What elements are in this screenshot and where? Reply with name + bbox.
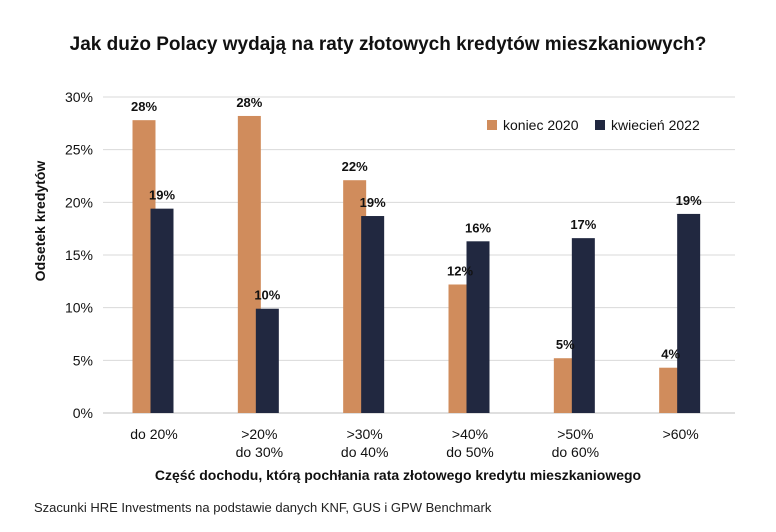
bars: [132, 115, 701, 414]
x-tick-label: do 60%: [552, 444, 599, 460]
data-label: 4%: [661, 347, 680, 362]
x-tick-label: do 40%: [341, 444, 388, 460]
y-tick-label: 25%: [65, 142, 93, 158]
y-axis-title: Odsetek kredytów: [32, 160, 48, 282]
x-tick-label: do 30%: [236, 444, 283, 460]
bar-2022: [255, 308, 279, 413]
legend-swatch-2020: [487, 120, 497, 130]
legend-label-2020: koniec 2020: [503, 117, 579, 133]
data-labels: 28% 28% 22% 12% 5% 4% 19% 10% 19% 16% 17% 19%: [131, 95, 702, 362]
x-tick-label: >20%: [241, 426, 277, 442]
bar-2020: [237, 115, 261, 414]
x-tick-label: >60%: [663, 426, 699, 442]
data-label: 17%: [570, 217, 596, 232]
gridlines: [103, 96, 735, 414]
bar-2020: [553, 358, 577, 413]
y-tick-label: 10%: [65, 300, 93, 316]
x-tick-label: >30%: [347, 426, 383, 442]
y-axis-ticks: 0% 5% 10% 15% 20% 25% 30%: [65, 89, 93, 421]
data-label: 22%: [342, 159, 368, 174]
chart-title: Jak dużo Polacy wydają na raty złotowych…: [69, 34, 707, 55]
bar-2022: [150, 208, 174, 413]
bar-2020: [132, 120, 156, 413]
x-tick-label: >40%: [452, 426, 488, 442]
data-label: 16%: [465, 220, 491, 235]
data-label: 28%: [131, 99, 157, 114]
y-tick-label: 0%: [73, 405, 93, 421]
data-label: 12%: [447, 263, 473, 278]
data-label: 28%: [236, 95, 262, 110]
x-tick-label: do 20%: [130, 426, 177, 442]
bar-2020: [343, 180, 367, 413]
x-tick-label: >50%: [557, 426, 593, 442]
x-axis-title: Część dochodu, którą pochłania rata złot…: [154, 467, 642, 483]
data-label: 19%: [676, 193, 702, 208]
bar-2022: [466, 241, 490, 413]
x-tick-label: do 50%: [446, 444, 493, 460]
bar-2022: [361, 216, 385, 413]
data-label: 10%: [254, 288, 280, 303]
y-tick-label: 30%: [65, 89, 93, 105]
data-label: 19%: [149, 188, 175, 203]
y-tick-label: 5%: [73, 352, 93, 368]
legend-item-2022: kwiecień 2022: [595, 117, 700, 133]
legend-item-2020: koniec 2020: [487, 117, 579, 133]
bar-2022: [571, 238, 595, 413]
bar-2020: [448, 284, 472, 413]
source-note: Szacunki HRE Investments na podstawie da…: [34, 500, 492, 515]
y-tick-label: 20%: [65, 194, 93, 210]
bar-2020: [659, 367, 683, 413]
legend-label-2022: kwiecień 2022: [611, 117, 700, 133]
x-axis-ticks: do 20% >20% do 30% >30% do 40% >40% do 50% >50%…: [130, 426, 699, 460]
data-label: 5%: [556, 337, 575, 352]
bar-2022: [677, 213, 701, 413]
legend-swatch-2022: [595, 120, 605, 130]
y-tick-label: 15%: [65, 247, 93, 263]
data-label: 19%: [360, 195, 386, 210]
